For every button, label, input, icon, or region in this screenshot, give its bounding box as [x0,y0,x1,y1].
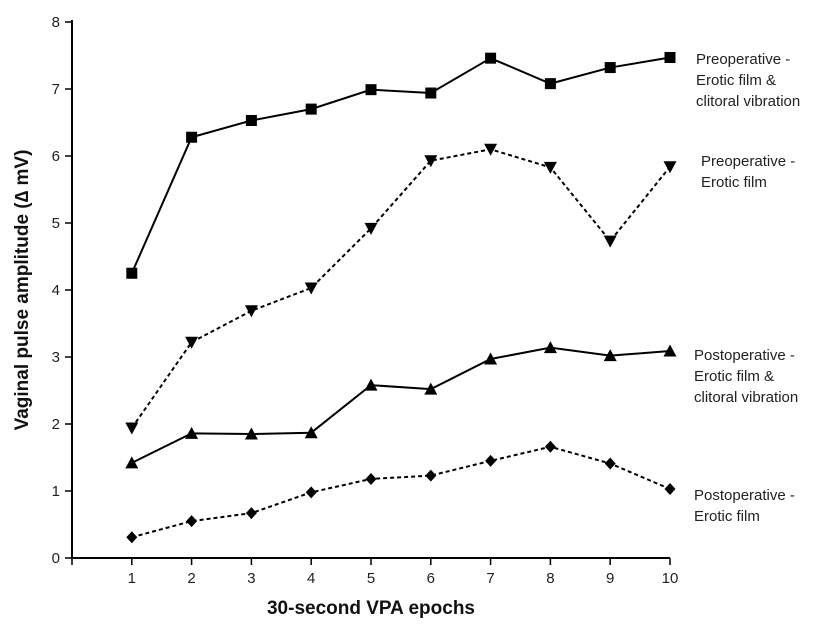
x-tick-label: 3 [247,570,255,587]
x-tick-label: 2 [187,570,195,587]
triangle-down-marker [185,336,199,349]
square-marker [664,52,676,64]
diamond-marker [126,531,138,544]
triangle-up-marker [543,341,557,354]
square-marker [485,52,497,64]
triangle-up-marker [304,426,318,439]
diamond-marker [664,482,676,495]
series-label: Erotic film & [694,368,774,385]
x-tick-label: 7 [486,570,494,587]
x-tick-label: 8 [546,570,554,587]
y-tick-label: 5 [52,215,60,232]
diamond-marker [604,457,616,470]
triangle-down-marker [125,422,139,435]
y-tick-label: 7 [52,81,60,98]
series-label: clitoral vibration [694,389,798,406]
square-marker [365,84,377,96]
series-2: Preoperative - Erotic film [125,143,795,435]
triangle-down-marker [663,161,677,174]
series-line [131,445,671,539]
x-tick-label: 1 [128,570,136,587]
y-axis-title: Vaginal pulse amplitude (∆ mV) [12,150,33,431]
triangle-up-marker [663,344,677,357]
series-label: Postoperative - [694,347,795,364]
triangle-down-marker [603,235,617,248]
diamond-marker [186,515,198,528]
square-marker [604,62,616,74]
x-tick-label: 6 [427,570,435,587]
y-tick-label: 0 [52,550,60,567]
axes: 0 1 2 3 4 5 6 7 8 1 2 3 4 5 6 7 8 9 10 [52,14,679,587]
diamond-marker [544,440,556,453]
x-tick-label: 10 [662,570,679,587]
series-3: Postoperative - Erotic film & clitoral vib… [125,341,798,469]
y-tick-label: 1 [52,483,60,500]
series-1: Preoperative - Erotic film & clitoral vibr… [126,51,800,279]
series-label: Preoperative - [701,153,795,170]
triangle-down-marker [304,282,318,295]
square-marker [186,131,198,143]
triangle-up-marker [424,382,438,395]
square-marker [425,87,437,99]
square-marker [245,114,257,126]
square-marker [126,267,138,279]
triangle-up-marker [364,378,378,391]
triangle-up-marker [484,352,498,365]
triangle-up-marker [185,426,199,439]
series-label: Erotic film & [696,72,776,89]
series-label: Erotic film [701,174,767,191]
x-tick-label: 5 [367,570,375,587]
x-axis-title: 30-second VPA epochs [267,598,475,619]
triangle-down-marker [364,222,378,235]
triangle-up-marker [125,456,139,469]
triangle-up-marker [603,349,617,362]
x-tick-label: 9 [606,570,614,587]
triangle-down-marker [424,155,438,168]
diamond-marker [425,469,437,482]
triangle-down-marker [244,305,258,318]
series-line [130,56,671,274]
diamond-marker [305,486,317,499]
y-tick-label: 8 [52,14,60,31]
series-label: clitoral vibration [696,93,800,110]
diamond-marker [485,454,497,467]
y-tick-label: 2 [52,416,60,433]
square-marker [305,103,317,115]
triangle-up-marker [244,427,258,440]
triangle-down-marker [543,161,557,174]
x-tick-label: 4 [307,570,315,587]
triangle-down-marker [484,143,498,156]
series-4: Postoperative - Erotic film [126,440,795,544]
series-label: Erotic film [694,508,760,525]
square-marker [544,78,556,90]
series-line [131,346,671,464]
diamond-marker [245,507,257,520]
series-label: Postoperative - [694,487,795,504]
y-tick-label: 6 [52,148,60,165]
y-tick-label: 4 [52,282,60,299]
diamond-marker [365,472,377,485]
y-tick-label: 3 [52,349,60,366]
series-line [130,148,671,429]
series-label: Preoperative - [696,51,790,68]
